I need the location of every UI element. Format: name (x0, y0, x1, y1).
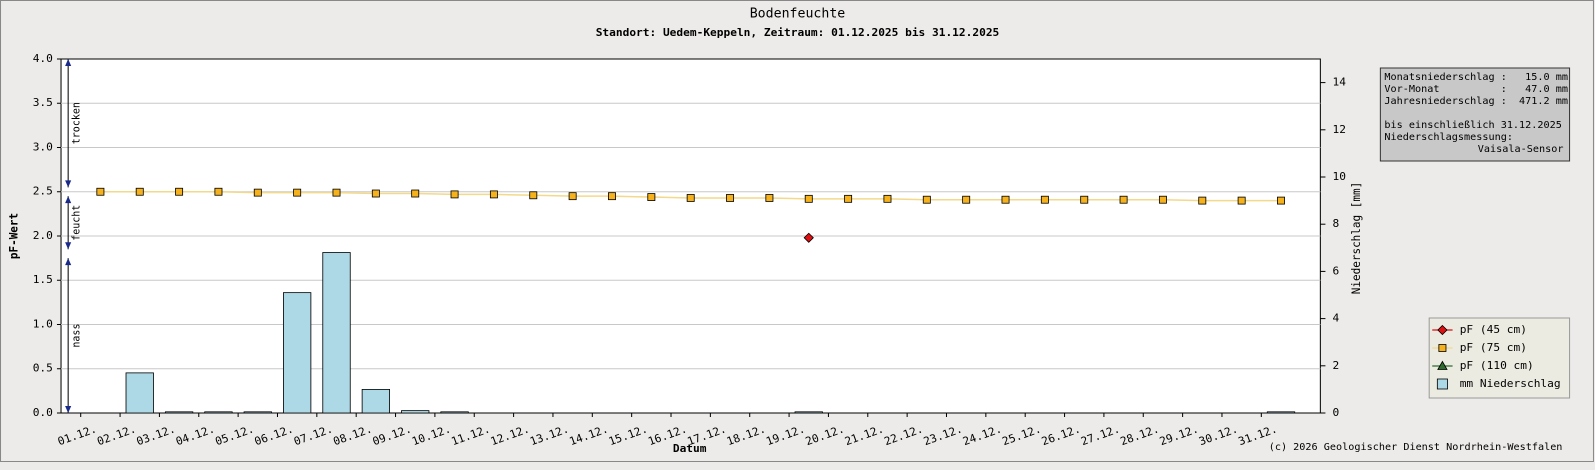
info-line: Jahresniederschlag : 471.2 mm (1384, 96, 1568, 107)
marker-diamond (1437, 324, 1448, 336)
y-tick-label: 4.0 (33, 52, 53, 65)
marker-square (332, 188, 341, 197)
bar (164, 411, 194, 414)
marker-square (568, 192, 577, 201)
y-tick-label: 1.5 (33, 273, 53, 286)
zone-label: feucht (71, 205, 82, 241)
zone-arrow (65, 59, 72, 66)
marker-square (96, 187, 105, 196)
zone-label: nass (71, 324, 82, 348)
y2-tick-label: 2 (1333, 359, 1340, 372)
marker-square (883, 194, 892, 203)
y2-axis-label: Niederschlag [mm] (1350, 182, 1363, 294)
marker-square (647, 193, 656, 201)
info-line: Niederschlagsmessung: (1384, 132, 1513, 143)
y-axis-label: pF-Wert (7, 213, 20, 259)
marker-square (253, 188, 262, 197)
marker-square (962, 195, 971, 204)
y2-tick-label: 8 (1333, 217, 1340, 230)
info-line: bis einschließlich 31.12.2025 (1384, 120, 1561, 131)
legend-swatch (1436, 378, 1448, 390)
bar (440, 411, 469, 414)
marker-square (1119, 195, 1128, 204)
marker-square (804, 194, 813, 203)
y-tick-label: 2.5 (33, 185, 53, 198)
marker-square (765, 194, 774, 202)
y2-tick-label: 14 (1333, 76, 1347, 89)
marker-square (1277, 196, 1285, 205)
zone-arrow (65, 406, 72, 413)
marker-square (489, 190, 498, 199)
y-tick-label: 1.0 (33, 318, 53, 331)
y2-tick-label: 10 (1333, 170, 1346, 183)
y-tick-label: 2.0 (33, 229, 53, 242)
marker-square (411, 189, 420, 198)
marker-square (686, 194, 695, 202)
zone-arrow (65, 180, 72, 188)
legend-label: mm Niederschlag (1460, 377, 1561, 390)
bar (794, 411, 823, 414)
bar (125, 372, 154, 414)
marker-square (450, 190, 459, 199)
bar (1266, 411, 1296, 414)
chart-title: Bodenfeuchte (750, 7, 846, 22)
marker-square (1001, 195, 1010, 204)
marker-square (608, 192, 616, 201)
chart-subtitle: Standort: Uedem-Keppeln, Zeitraum: 01.12… (596, 26, 1000, 39)
zone-arrow (65, 258, 72, 266)
info-line: Vor-Monat : 47.0 mm (1384, 84, 1568, 95)
y-tick-label: 3.5 (33, 96, 53, 109)
marker-square (844, 194, 853, 203)
info-line: Monatsniederschlag : 15.0 mm (1384, 72, 1568, 83)
marker-square (1237, 196, 1246, 205)
y2-tick-label: 6 (1333, 264, 1340, 277)
bar (322, 252, 351, 414)
info-box (1379, 67, 1571, 162)
marker-square (1158, 195, 1167, 204)
y-tick-label: 0.5 (33, 362, 53, 375)
y-tick-label: 3.0 (33, 141, 53, 154)
zone-label: trocken (71, 102, 82, 144)
marker-square (529, 191, 538, 200)
y2-tick-label: 0 (1333, 406, 1340, 419)
marker-square (1080, 195, 1089, 204)
zone-arrow (65, 242, 72, 250)
x-axis-label: Datum (673, 442, 707, 455)
bar (401, 410, 430, 414)
marker-square (135, 187, 144, 196)
marker-square (726, 194, 735, 202)
marker-square (371, 189, 380, 198)
marker-square (175, 187, 184, 196)
marker-triangle (1437, 360, 1448, 370)
marker-diamond (803, 232, 814, 243)
y2-tick-label: 12 (1333, 123, 1346, 136)
legend-label: pF (45 cm) (1460, 323, 1527, 336)
legend-label: pF (75 cm) (1460, 341, 1527, 354)
marker-square (293, 188, 302, 197)
zone-arrow (65, 196, 72, 204)
marker-square (214, 187, 223, 196)
marker-square (922, 195, 931, 204)
y-tick-label: 0.0 (33, 406, 53, 419)
marker-square (1198, 196, 1207, 205)
bar (361, 388, 391, 414)
copyright: (c) 2026 Geologischer Dienst Nordrhein-W… (1269, 442, 1563, 453)
bar (243, 411, 272, 414)
bar (283, 292, 312, 414)
marker-square (1040, 195, 1049, 204)
y2-tick-label: 4 (1333, 312, 1340, 325)
bar (204, 411, 233, 414)
legend-box (1428, 317, 1571, 399)
marker-square (1438, 344, 1447, 352)
info-line: Vaisala-Sensor (1478, 144, 1564, 155)
legend-label: pF (110 cm) (1460, 359, 1534, 372)
